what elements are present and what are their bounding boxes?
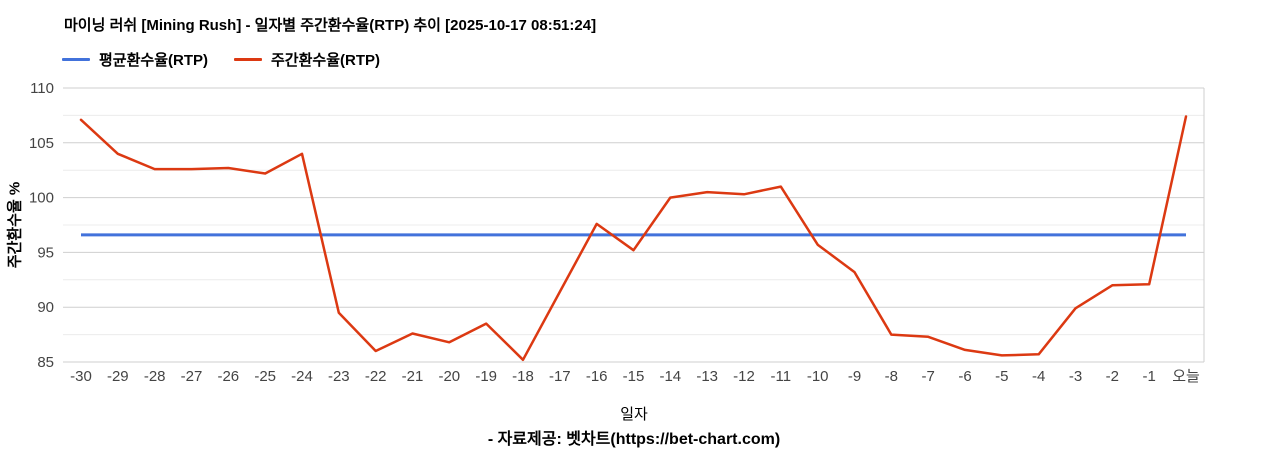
data-source-attribution: - 자료제공: 벳차트(https://bet-chart.com) <box>487 431 781 448</box>
x-tick-label: -4 <box>1032 368 1045 385</box>
x-tick-label: -19 <box>475 368 497 385</box>
x-tick-label: -12 <box>733 368 755 385</box>
x-tick-label: -18 <box>512 368 534 385</box>
weekly-rtp-line <box>79 115 1188 362</box>
y-tick-label: 100 <box>29 190 54 207</box>
y-tick-label: 110 <box>30 80 54 97</box>
x-tick-label: -27 <box>181 368 203 385</box>
x-tick-label: 오늘 <box>1172 368 1200 385</box>
y-tick-label: 90 <box>37 299 54 316</box>
x-tick-label: -9 <box>848 368 861 385</box>
x-tick-label: -8 <box>885 368 898 385</box>
x-tick-label: -17 <box>549 368 571 385</box>
x-tick-label: -30 <box>70 368 92 385</box>
legend: 평균환수율(RTP) 주간환수율(RTP) <box>62 49 380 70</box>
x-tick-label: -6 <box>958 368 971 385</box>
x-tick-label: -24 <box>291 368 313 385</box>
x-tick-label: -26 <box>217 368 239 385</box>
x-tick-label: -22 <box>365 368 387 385</box>
x-tick-label: -16 <box>586 368 608 385</box>
x-tick-label: -25 <box>254 368 276 385</box>
x-tick-label: -29 <box>107 368 129 385</box>
legend-label-average-rtp: 평균환수율(RTP) <box>99 52 208 69</box>
x-tick-label: -28 <box>144 368 166 385</box>
legend-item-weekly-rtp: 주간환수율(RTP) <box>234 49 380 70</box>
x-tick-label: -21 <box>402 368 424 385</box>
y-tick-label: 95 <box>37 244 54 261</box>
chart-title: 마이닝 러쉬 [Mining Rush] - 일자별 주간환수율(RTP) 추이… <box>64 17 597 34</box>
x-tick-label: -14 <box>659 368 681 385</box>
x-tick-label: -3 <box>1069 368 1082 385</box>
legend-label-weekly-rtp: 주간환수율(RTP) <box>271 52 380 69</box>
x-tick-label: -10 <box>807 368 829 385</box>
x-tick-label: -13 <box>696 368 718 385</box>
y-tick-label: 85 <box>37 354 54 371</box>
x-tick-label: -1 <box>1143 368 1156 385</box>
x-tick-label: -2 <box>1106 368 1119 385</box>
weekly-line-swatch-icon <box>234 58 262 61</box>
legend-item-average-rtp: 평균환수율(RTP) <box>62 49 208 70</box>
x-tick-label: -23 <box>328 368 350 385</box>
x-tick-label: -15 <box>623 368 645 385</box>
x-tick-label: -20 <box>438 368 460 385</box>
x-axis-title: 일자 <box>620 406 648 423</box>
x-tick-label: -5 <box>995 368 1008 385</box>
x-tick-label: -7 <box>922 368 935 385</box>
average-line-swatch-icon <box>62 58 90 61</box>
y-tick-label: 105 <box>29 135 54 152</box>
x-tick-label: -11 <box>771 368 792 385</box>
